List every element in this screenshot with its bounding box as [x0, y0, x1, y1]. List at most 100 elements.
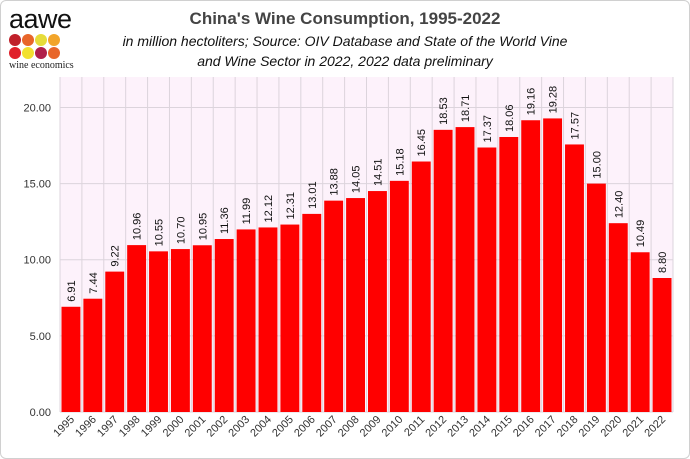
- y-tick-label: 10.00: [23, 255, 51, 267]
- data-label: 12.40: [613, 191, 625, 219]
- bar-2016: [521, 120, 541, 412]
- aawe-logo: aawe wine economics: [9, 4, 89, 71]
- logo-tagline: wine economics: [9, 60, 74, 71]
- logo-dot: [48, 34, 60, 46]
- bar-1999: [149, 251, 168, 412]
- bar-1995: [61, 306, 81, 412]
- chart-subtitle-line-2: and Wine Sector in 2022, 2022 data preli…: [197, 53, 493, 69]
- bar-2013: [455, 127, 475, 413]
- bar-2005: [280, 224, 300, 412]
- chart-subtitle-line-1: in million hectoliters; Source: OIV Data…: [122, 33, 568, 49]
- y-tick-label: 20.00: [23, 102, 51, 114]
- x-tick-label: 2001: [183, 414, 209, 440]
- x-tick-label: 2019: [577, 414, 603, 440]
- data-label: 14.05: [351, 166, 363, 194]
- x-tick-label: 2002: [205, 414, 231, 440]
- x-tick-label: 2016: [511, 414, 537, 440]
- bar-2017: [543, 118, 563, 412]
- logo-dot: [48, 47, 60, 59]
- data-label: 9.22: [110, 245, 122, 266]
- bar-2008: [346, 198, 365, 412]
- data-label: 13.01: [307, 181, 319, 209]
- x-tick-label: 2010: [380, 414, 406, 440]
- x-tick-label: 2007: [314, 414, 340, 440]
- x-tick-label: 1995: [51, 414, 77, 440]
- bar-2015: [499, 136, 519, 412]
- x-tick-label: 2015: [489, 414, 515, 440]
- logo-dot: [35, 47, 47, 59]
- y-tick-label: 0.00: [30, 407, 51, 419]
- x-tick-label: 1996: [73, 414, 99, 440]
- bar-2018: [565, 144, 584, 412]
- data-label: 6.91: [66, 280, 78, 301]
- logo-dot: [22, 34, 34, 46]
- x-tick-label: 2014: [467, 414, 493, 440]
- logo-dot: [22, 47, 34, 59]
- x-tick-label: 2000: [161, 414, 187, 440]
- x-tick-label: 2009: [358, 414, 384, 440]
- x-tick-label: 2017: [533, 414, 559, 440]
- bar-2000: [170, 249, 190, 412]
- logo-word: aawe: [9, 4, 72, 34]
- x-tick-label: 2003: [226, 414, 252, 440]
- y-tick-label: 5.00: [30, 331, 51, 343]
- data-label: 19.28: [548, 86, 560, 114]
- data-label: 14.51: [372, 159, 384, 187]
- x-tick-label: 2022: [642, 414, 668, 440]
- data-label: 11.36: [219, 207, 231, 234]
- data-label: 15.00: [591, 151, 603, 179]
- x-tick-label: 1998: [117, 414, 143, 440]
- x-tick-label: 2005: [270, 414, 296, 440]
- x-tick-label: 2020: [599, 414, 625, 440]
- x-tick-label: 2012: [423, 414, 449, 440]
- x-tick-label: 1999: [139, 414, 165, 440]
- data-label: 10.95: [197, 213, 209, 241]
- bar-1996: [83, 298, 103, 412]
- x-tick-label: 2018: [555, 414, 581, 440]
- bar-2006: [302, 213, 322, 412]
- data-label: 18.53: [438, 97, 450, 125]
- bar-2002: [214, 239, 234, 412]
- x-tick-label: 2011: [402, 414, 427, 439]
- data-label: 12.12: [263, 195, 275, 223]
- data-label: 18.71: [460, 95, 472, 123]
- data-label: 11.99: [241, 198, 253, 225]
- bar-2003: [236, 229, 256, 412]
- data-label: 17.57: [569, 112, 581, 140]
- bar-2022: [652, 278, 672, 412]
- bar-2021: [630, 252, 650, 412]
- x-tick-label: 2013: [445, 414, 471, 440]
- bar-2012: [433, 129, 453, 413]
- x-tick-label: 2021: [620, 414, 646, 440]
- data-label: 13.88: [329, 168, 341, 196]
- data-label: 10.49: [635, 220, 647, 248]
- bar-2001: [192, 245, 212, 412]
- logo-dot: [9, 34, 21, 46]
- bar-2014: [477, 147, 497, 413]
- bar-2019: [586, 183, 606, 412]
- data-label: 16.45: [416, 129, 428, 157]
- bar-2011: [411, 161, 431, 412]
- logo-dot: [35, 34, 47, 46]
- x-tick-label: 2006: [292, 414, 318, 440]
- data-label: 10.96: [132, 213, 144, 241]
- bar-1998: [127, 245, 147, 412]
- bar-2010: [389, 180, 409, 412]
- bar-2020: [608, 223, 628, 412]
- data-label: 18.06: [504, 104, 516, 132]
- bar-2009: [368, 191, 387, 412]
- logo-dot: [9, 47, 21, 59]
- bar-2004: [258, 227, 278, 412]
- x-tick-label: 1997: [95, 414, 121, 440]
- data-label: 7.44: [88, 272, 100, 293]
- data-label: 12.31: [285, 192, 297, 220]
- bar-2007: [324, 200, 344, 412]
- x-tick-label: 2004: [248, 414, 274, 440]
- data-label: 15.18: [394, 148, 406, 176]
- data-label: 17.37: [482, 115, 494, 143]
- data-label: 10.70: [175, 217, 187, 245]
- bar-1997: [105, 271, 125, 412]
- data-label: 19.16: [526, 88, 538, 116]
